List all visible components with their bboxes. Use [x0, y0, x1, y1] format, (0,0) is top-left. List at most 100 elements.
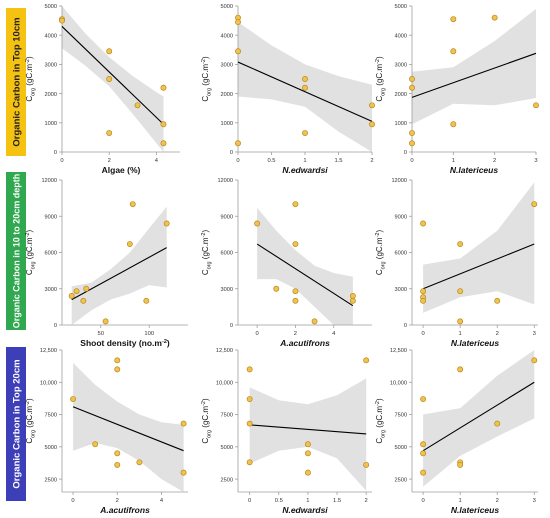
data-point	[160, 121, 167, 128]
x-axis-label: N.edwardsi	[282, 505, 328, 515]
x-tick-label: 0.5	[275, 498, 283, 504]
data-point	[420, 441, 427, 448]
x-tick-label: 4	[155, 158, 159, 164]
data-point	[160, 84, 167, 91]
confidence-band	[71, 206, 167, 325]
x-tick-label: 0	[422, 331, 425, 337]
y-axis-label: Corg (gC.m-2)	[201, 230, 213, 276]
row-label: Organic Carbon in Top 20cm	[12, 359, 23, 488]
y-tick-label: 3000	[45, 63, 57, 69]
data-point	[409, 84, 415, 91]
x-axis-label: N.latericeus	[451, 505, 499, 515]
y-tick-label: 1000	[221, 121, 233, 127]
y-tick-label: 0	[404, 150, 407, 156]
y-tick-label: 5000	[395, 4, 407, 10]
y-tick-label: 6000	[221, 251, 233, 257]
x-tick-label: 0	[410, 158, 413, 164]
data-point	[494, 297, 501, 304]
data-point	[420, 396, 427, 403]
row-label-strip	[6, 172, 26, 330]
data-point	[450, 16, 457, 23]
x-tick-label: 1	[459, 498, 462, 504]
x-tick-label: 3	[533, 498, 536, 504]
data-point	[114, 357, 121, 364]
y-tick-label: 6000	[45, 251, 57, 257]
data-point	[143, 297, 150, 304]
data-point	[292, 288, 299, 295]
y-tick-label: 5000	[221, 445, 233, 451]
data-point	[180, 420, 187, 427]
y-tick-label: 5000	[45, 445, 57, 451]
y-tick-label: 5000	[395, 445, 407, 451]
data-point	[83, 285, 90, 292]
y-tick-label: 10,000	[216, 380, 233, 386]
data-point	[304, 450, 311, 457]
data-point	[126, 241, 133, 247]
data-point	[533, 102, 539, 109]
data-point	[420, 469, 427, 476]
data-point	[246, 459, 253, 466]
data-point	[409, 76, 415, 82]
scatter-panel: 2500 5000 7500 10,000 12,500 0 2 4 A.acutifrons C…	[25, 348, 188, 515]
row-label: Organic Carbon in 10 to 20cm depth	[12, 174, 22, 329]
data-point	[70, 396, 77, 403]
confidence-band	[423, 182, 535, 313]
x-tick-label: 2	[493, 158, 496, 164]
data-point	[369, 102, 375, 109]
x-axis-label: N.edwardsi	[282, 165, 328, 175]
data-point	[114, 461, 121, 468]
x-tick-label: 100	[144, 331, 154, 337]
y-axis-label: Corg (gC.m-2)	[25, 230, 37, 276]
row-label-strip	[6, 8, 26, 156]
y-axis-label: Corg (gC.m-2)	[375, 230, 387, 276]
x-tick-label: 4	[332, 331, 336, 337]
y-tick-label: 2500	[395, 477, 407, 483]
y-tick-label: 2000	[45, 92, 57, 98]
data-point	[531, 201, 538, 208]
x-tick-label: 0	[256, 331, 259, 337]
data-point	[302, 84, 308, 91]
data-point	[292, 241, 299, 247]
y-tick-label: 3000	[221, 287, 233, 293]
data-point	[273, 285, 280, 292]
y-tick-label: 10,000	[390, 380, 407, 386]
x-tick-label: 0.5	[267, 158, 275, 164]
data-point	[129, 201, 136, 208]
x-tick-label: 1	[303, 158, 306, 164]
regression-line	[411, 52, 537, 98]
x-axis-label: Algae (%)	[102, 165, 141, 175]
x-tick-label: 3	[533, 331, 536, 337]
x-tick-label: 4	[160, 498, 164, 504]
data-point	[457, 288, 464, 295]
data-point	[106, 76, 113, 82]
confidence-band	[249, 378, 367, 491]
confidence-band	[257, 207, 353, 325]
data-point	[136, 459, 143, 466]
y-tick-label: 3000	[395, 63, 407, 69]
y-tick-label: 0	[230, 323, 233, 329]
data-point	[73, 288, 80, 295]
y-tick-label: 5000	[221, 4, 233, 10]
data-point	[494, 420, 501, 427]
data-point	[531, 357, 538, 364]
y-tick-label: 10,000	[40, 380, 57, 386]
y-tick-label: 6000	[395, 251, 407, 257]
scatter-panel: 0 3000 6000 9000 12000 0 2 4A.acutifrons Corg (g…	[201, 178, 372, 348]
y-tick-label: 1000	[45, 121, 57, 127]
x-tick-label: 0	[60, 158, 63, 164]
y-tick-label: 12000	[41, 178, 57, 184]
regression-line	[422, 381, 535, 452]
confidence-band	[62, 6, 164, 152]
y-tick-label: 2500	[221, 477, 233, 483]
x-tick-label: 0	[71, 498, 74, 504]
y-tick-label: 12,500	[216, 348, 233, 354]
y-tick-label: 12000	[391, 178, 407, 184]
x-axis-label: N.latericeus	[451, 338, 499, 348]
y-tick-label: 0	[54, 323, 57, 329]
data-point	[363, 357, 370, 364]
y-axis-label: Corg (gC.m-2)	[25, 56, 37, 102]
data-point	[246, 396, 253, 403]
y-tick-label: 2500	[45, 477, 57, 483]
x-tick-label: 2	[116, 498, 119, 504]
